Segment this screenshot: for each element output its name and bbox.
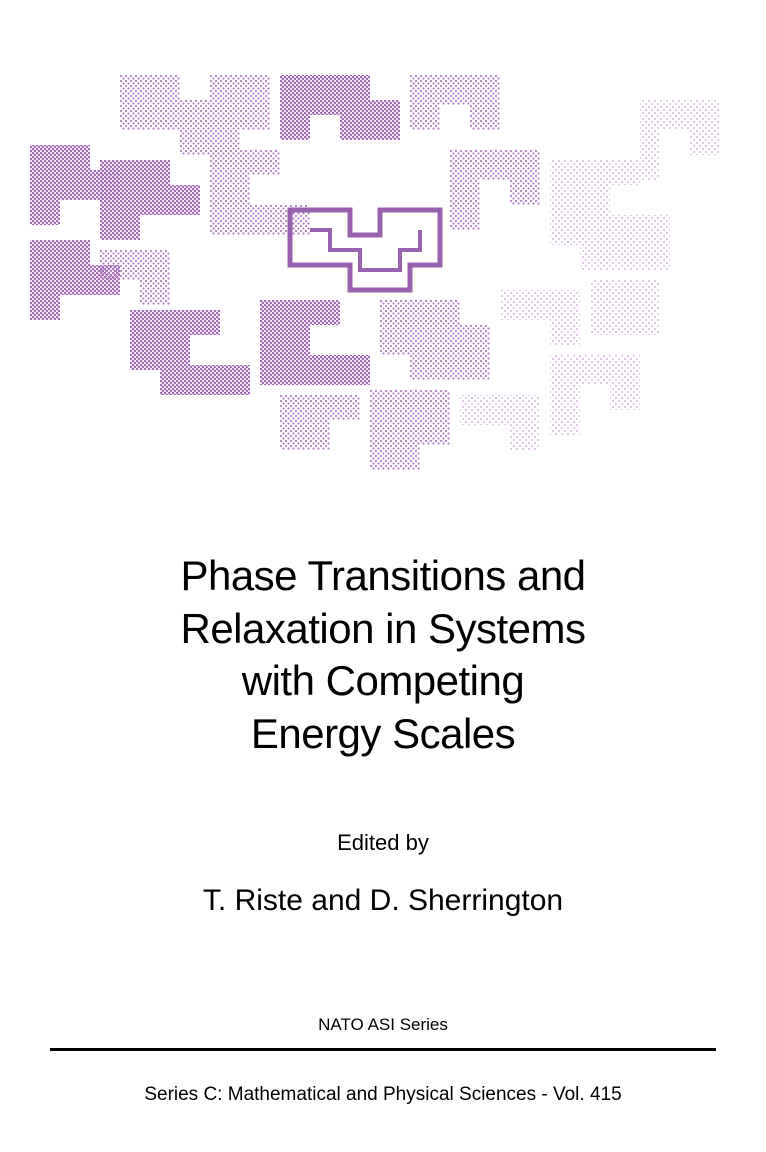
title-line-2: Relaxation in Systems	[80, 603, 686, 656]
series-label: NATO ASI Series	[0, 1015, 766, 1035]
editors-names: T. Riste and D. Sherrington	[0, 884, 766, 918]
edited-by-label: Edited by	[0, 830, 766, 856]
title-block: Phase Transitions and Relaxation in Syst…	[0, 550, 766, 760]
geometric-pattern-svg	[0, 40, 766, 520]
divider-line	[50, 1048, 716, 1051]
cover-pattern	[0, 40, 766, 520]
book-cover: Phase Transitions and Relaxation in Syst…	[0, 0, 766, 1152]
title-line-3: with Competing	[80, 655, 686, 708]
subseries-label: Series C: Mathematical and Physical Scie…	[0, 1084, 766, 1106]
title-line-4: Energy Scales	[80, 708, 686, 761]
editor-block: Edited by T. Riste and D. Sherrington	[0, 830, 766, 918]
title-line-1: Phase Transitions and	[80, 550, 686, 603]
